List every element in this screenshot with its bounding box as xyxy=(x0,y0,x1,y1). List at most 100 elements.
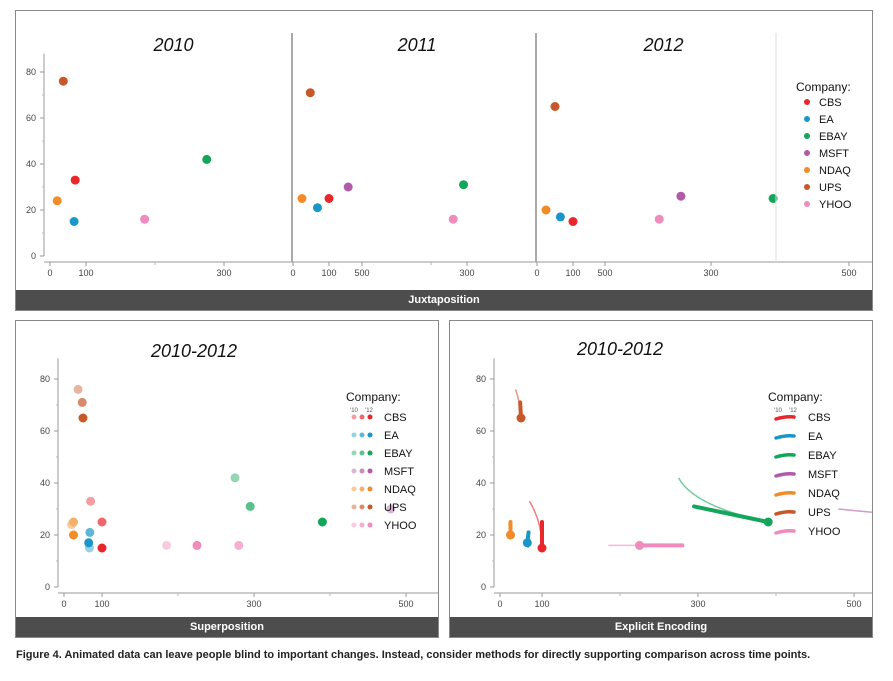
juxt-x-tick-label: 300 xyxy=(703,268,718,278)
juxt-y-tick-label: 0 xyxy=(31,251,36,261)
super-point-ebay xyxy=(230,473,240,483)
super-y-tick-label: 80 xyxy=(40,374,50,384)
super-legend-title: Company: xyxy=(346,390,401,404)
explicit-point-ups xyxy=(516,413,526,423)
super-legend-swatch-msft xyxy=(351,468,357,474)
explicit-legend-label-yhoo: YHOO xyxy=(808,526,841,538)
super-legend-label-cbs: CBS xyxy=(384,412,407,424)
explicit-trail-end-ebay xyxy=(692,504,771,524)
super-legend-swatch-ebay xyxy=(351,450,357,456)
explicit-legend-label-ups: UPS xyxy=(808,507,831,519)
juxtaposition-panel: 0 20 40 60 80 0 100 300 500 2010 0 100 300 500 2011 0 10… xyxy=(15,10,873,311)
juxt-point-ups xyxy=(58,76,68,86)
super-legend-label-yhoo: YHOO xyxy=(384,520,417,532)
juxt-legend-swatch-ebay xyxy=(804,133,810,139)
super-legend-label-msft: MSFT xyxy=(384,466,414,478)
explicit-encoding-label: Explicit Encoding xyxy=(450,617,872,637)
super-point-yhoo xyxy=(192,540,202,550)
super-point-ups xyxy=(73,384,83,394)
super-x-tick-label: 0 xyxy=(61,599,66,609)
juxt-point-yhoo xyxy=(140,214,150,224)
explicit-y-tick-label: 80 xyxy=(476,374,486,384)
super-legend-label-ups: UPS xyxy=(384,502,407,514)
explicit-point-yhoo xyxy=(635,540,644,550)
super-title: 2010-2012 xyxy=(150,341,237,361)
juxt-point-yhoo xyxy=(448,214,458,224)
juxt-point-cbs xyxy=(70,175,80,185)
superposition-label: Superposition xyxy=(16,617,438,637)
juxt-x-tick-label: 100 xyxy=(321,268,336,278)
super-point-ea xyxy=(84,538,94,548)
juxt-point-ndaq xyxy=(52,196,62,206)
juxt-x-tick-label: 500 xyxy=(354,268,369,278)
juxt-y-tick-label: 40 xyxy=(26,159,36,169)
juxt-legend-swatch-msft xyxy=(804,150,810,156)
explicit-encoding-panel: 0 20 40 60 80 0 100 300 500 2010-2012 Company: '10 '… xyxy=(449,320,873,638)
juxt-point-ebay xyxy=(459,180,469,190)
explicit-x-tick-label: 100 xyxy=(534,599,549,609)
super-legend-swatch-cbs xyxy=(359,414,365,420)
super-x-tick-label: 100 xyxy=(94,599,109,609)
superposition-panel: 0 20 40 60 80 0 100 300 500 2010-2012 Company: '10 '… xyxy=(15,320,439,638)
juxt-y-tick-label: 60 xyxy=(26,113,36,123)
explicit-legend-label-ebay: EBAY xyxy=(808,450,837,462)
super-legend-swatch-ups xyxy=(351,504,357,510)
super-y-tick-label: 20 xyxy=(40,530,50,540)
explicit-legend-swatch-ndaq xyxy=(774,491,796,497)
juxt-subtitle: 2011 xyxy=(397,35,437,55)
super-point-ebay xyxy=(245,501,255,511)
explicit-x-tick-label: 0 xyxy=(497,599,502,609)
explicit-legend-year-end: '12 xyxy=(789,408,797,414)
figure-caption: Figure 4. Animated data can leave people… xyxy=(16,649,811,661)
super-point-yhoo xyxy=(234,540,244,550)
juxt-x-tick-label: 0 xyxy=(47,268,52,278)
explicit-trail-ebay xyxy=(677,477,769,523)
super-legend-swatch-ndaq xyxy=(351,486,357,492)
explicit-legend-swatch-cbs xyxy=(774,415,796,421)
explicit-legend-label-msft: MSFT xyxy=(808,469,838,481)
juxt-x-tick-label: 500 xyxy=(841,268,856,278)
super-point-ea xyxy=(85,527,95,537)
explicit-legend-label-ea: EA xyxy=(808,431,823,443)
super-legend-label-ebay: EBAY xyxy=(384,448,413,460)
super-point-ndaq xyxy=(69,517,78,527)
juxt-legend-label-ea: EA xyxy=(819,114,834,126)
explicit-legend-year-start: '10 xyxy=(774,408,782,414)
super-legend-swatch-ebay xyxy=(359,450,365,456)
juxt-point-ups xyxy=(550,102,560,111)
juxt-x-tick-label: 100 xyxy=(78,268,93,278)
explicit-y-tick-label: 60 xyxy=(476,426,486,436)
juxt-point-ea xyxy=(312,203,322,213)
juxt-x-tick-label: 300 xyxy=(216,268,231,278)
explicit-y-tick-label: 40 xyxy=(476,478,486,488)
explicit-y-tick-label: 0 xyxy=(481,582,486,592)
juxt-legend-label-ups: UPS xyxy=(819,182,842,194)
explicit-legend-swatch-ea xyxy=(774,434,796,440)
super-legend-label-ndaq: NDAQ xyxy=(384,484,416,496)
super-y-tick-label: 60 xyxy=(40,426,50,436)
super-legend-swatch-cbs xyxy=(367,414,373,420)
juxt-x-tick-label: 500 xyxy=(597,268,612,278)
explicit-trail-msft xyxy=(838,508,872,514)
juxt-legend-swatch-ups xyxy=(804,184,810,190)
super-legend-swatch-ndaq xyxy=(367,486,373,492)
super-point-msft xyxy=(386,504,396,514)
juxt-point-ea xyxy=(555,212,565,222)
explicit-legend-swatch-ups xyxy=(774,510,796,516)
explicit-point-cbs xyxy=(537,543,547,553)
juxt-point-cbs xyxy=(568,217,578,226)
juxt-y-tick-label: 80 xyxy=(26,67,36,77)
super-x-tick-label: 300 xyxy=(246,599,261,609)
juxtaposition-chart: 0 20 40 60 80 0 100 300 500 2010 0 100 300 500 2011 0 10… xyxy=(26,33,872,278)
juxt-point-msft xyxy=(676,191,686,201)
juxt-subtitle: 2010 xyxy=(152,35,193,55)
super-x-tick-label: 500 xyxy=(398,599,413,609)
super-legend-swatch-msft xyxy=(359,468,365,474)
juxt-point-cbs xyxy=(324,194,334,203)
juxt-point-ndaq xyxy=(541,205,551,215)
juxt-x-tick-label: 100 xyxy=(565,268,580,278)
super-legend-swatch-yhoo xyxy=(351,522,357,528)
explicit-x-tick-label: 500 xyxy=(846,599,861,609)
explicit-legend-label-ndaq: NDAQ xyxy=(808,488,840,500)
juxt-legend-swatch-cbs xyxy=(804,99,810,105)
